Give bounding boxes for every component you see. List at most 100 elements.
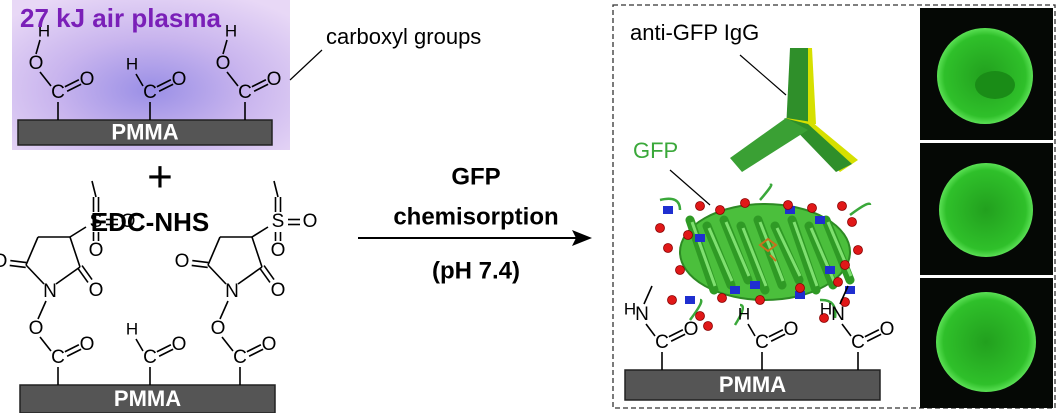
- beta-strand-light: [741, 227, 768, 287]
- atom-label: O: [172, 334, 187, 355]
- gfp-callout-line: [669, 169, 711, 206]
- bond: [39, 71, 52, 87]
- chemical-structures: PMMACOOHCOHCOOHPMMACOONOOSOOCOHCOONOOSOO…: [0, 21, 894, 413]
- bond: [37, 300, 47, 320]
- carboxyl-residue: [755, 295, 765, 305]
- atom-label: O: [89, 280, 104, 301]
- beta-strand-light: [792, 221, 819, 287]
- lysine-residue: [750, 281, 760, 289]
- bond: [645, 323, 656, 337]
- atom-label: C: [655, 332, 669, 353]
- loop: [733, 303, 745, 326]
- substrate-label: PMMA: [111, 119, 178, 144]
- carboxyl-residue: [715, 205, 725, 215]
- lysine-residue: [695, 234, 705, 242]
- atom-label: O: [303, 211, 318, 232]
- atom-label: C: [51, 347, 65, 368]
- atom-label: N: [831, 304, 845, 325]
- bond: [670, 333, 686, 342]
- lysine-residue: [685, 296, 695, 304]
- beta-strand-light: [775, 227, 802, 277]
- atom-label: O: [172, 69, 187, 90]
- atom-label: O: [262, 334, 277, 355]
- atom-label: O: [880, 319, 895, 340]
- arrow-label-1: GFP: [451, 163, 500, 190]
- carboxyl-residue: [695, 201, 705, 211]
- bond: [156, 79, 172, 88]
- callout-line: [289, 49, 323, 81]
- substrate-label: PMMA: [719, 372, 786, 397]
- bond: [25, 236, 39, 266]
- bond: [839, 285, 849, 305]
- pmma-substrate: [19, 384, 276, 413]
- bond: [207, 236, 221, 266]
- atom-label: O: [271, 280, 286, 301]
- bond: [259, 267, 271, 283]
- bond: [156, 344, 172, 353]
- atom-label: O: [684, 319, 699, 340]
- carboxyl-residue: [783, 200, 793, 210]
- atom-label: H: [624, 299, 636, 318]
- atom-label: O: [784, 319, 799, 340]
- atom-label: O: [89, 240, 104, 261]
- atom-label: C: [233, 347, 247, 368]
- atom-label: H: [738, 304, 750, 323]
- pmma-substrate: [624, 369, 881, 401]
- bond: [263, 265, 275, 281]
- carboxyl-residue: [667, 295, 677, 305]
- atom-label: O: [175, 251, 190, 272]
- atom-label: S: [90, 211, 103, 232]
- loop: [759, 183, 773, 201]
- atom-label: O: [80, 334, 95, 355]
- bond: [246, 344, 262, 353]
- carboxyl-residue: [740, 198, 750, 208]
- bond: [25, 264, 45, 285]
- atom-label: O: [0, 251, 7, 272]
- reagent-title: EDC-NHS: [91, 207, 209, 237]
- bond: [237, 266, 263, 285]
- bond: [66, 348, 82, 357]
- lysine-residue: [730, 286, 740, 294]
- bond: [64, 79, 80, 88]
- carboxyl-residue: [683, 230, 693, 240]
- bond: [273, 180, 279, 198]
- atom-label: H: [126, 54, 138, 73]
- bond: [864, 329, 880, 338]
- lysine-residue: [663, 206, 673, 214]
- bond: [81, 265, 93, 281]
- atom-label: N: [635, 304, 649, 325]
- beta-strand-light: [690, 221, 717, 287]
- carboxyl-residue: [675, 265, 685, 275]
- plasma-title: 27 kJ air plasma: [20, 3, 221, 33]
- bond: [158, 83, 174, 92]
- protein-label: GFP: [633, 138, 678, 163]
- bond: [66, 83, 82, 92]
- carboxyl-residue: [807, 203, 817, 213]
- bond: [219, 300, 229, 320]
- loop: [849, 202, 872, 217]
- atom-label: O: [29, 53, 44, 74]
- fluorescence-images: [920, 8, 1053, 408]
- arrow-label-3: (pH 7.4): [432, 257, 520, 284]
- atom-label: H: [225, 21, 237, 40]
- bond: [35, 39, 41, 55]
- atom-label: O: [271, 240, 286, 261]
- bond: [135, 338, 144, 352]
- bond: [69, 226, 87, 238]
- atom-label: C: [143, 82, 157, 103]
- spot-2: [939, 163, 1033, 257]
- gfp-protein: [655, 183, 872, 331]
- carboxyl-residue: [663, 243, 673, 253]
- carboxyl-residue: [840, 260, 850, 270]
- bond: [9, 264, 26, 269]
- carboxyl-residue: [795, 283, 805, 293]
- atom-label: C: [238, 82, 252, 103]
- bond: [248, 348, 264, 357]
- spot-3: [936, 292, 1036, 392]
- bond: [221, 336, 234, 352]
- bond: [64, 344, 80, 353]
- beta-strand-light: [724, 221, 751, 277]
- bond: [643, 285, 653, 305]
- loop: [659, 197, 682, 211]
